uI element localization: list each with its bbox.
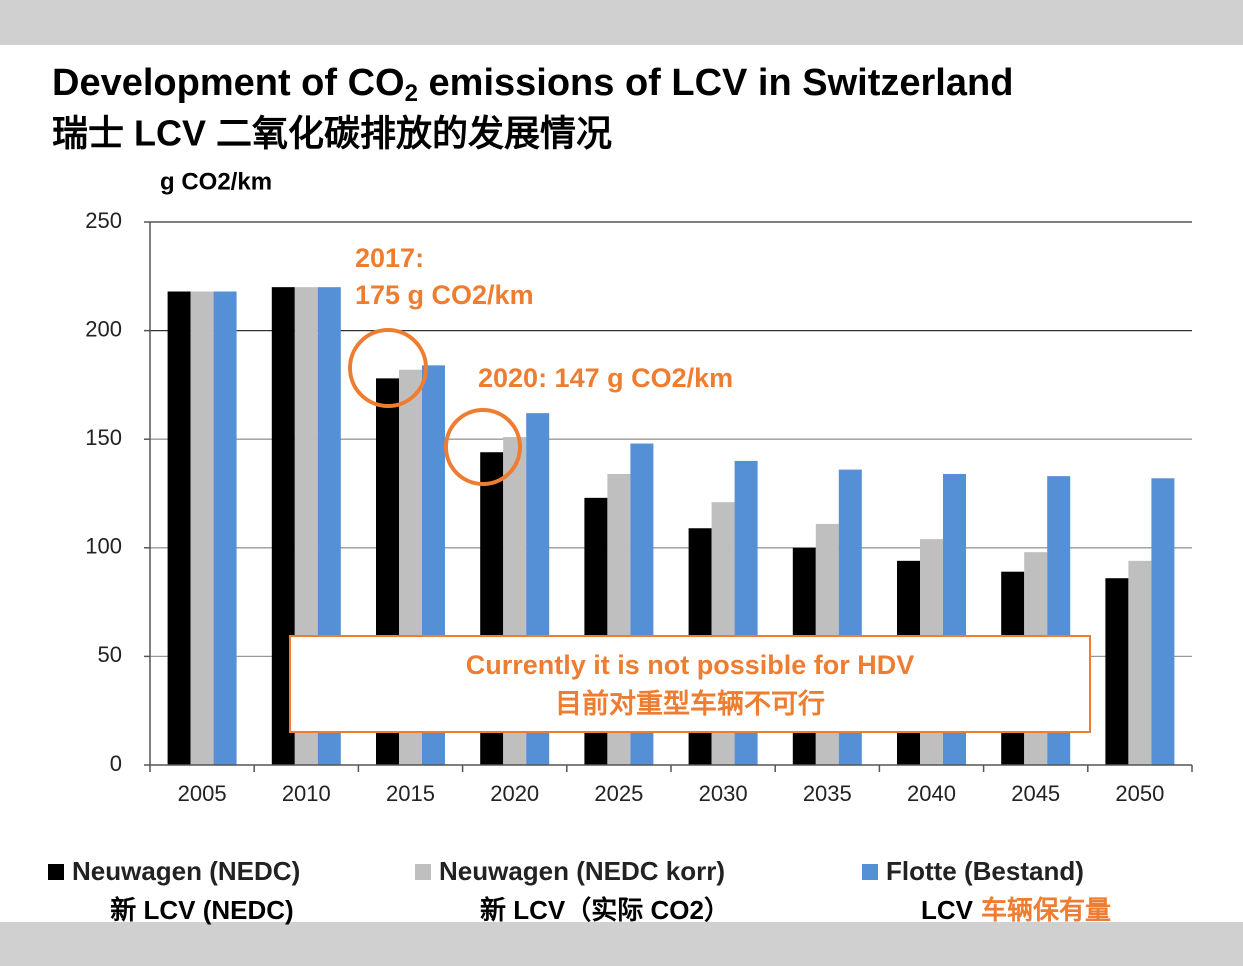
top-band	[0, 0, 1243, 45]
legend-swatch	[415, 864, 431, 880]
x-tick-label: 2050	[1115, 781, 1164, 806]
highlight-circle	[348, 328, 428, 408]
x-tick-label: 2045	[1011, 781, 1060, 806]
y-axis-label: g CO2/km	[160, 168, 272, 195]
bar	[213, 291, 237, 765]
legend-note: 新 LCV (NEDC)	[110, 895, 293, 925]
y-tick-label: 50	[98, 642, 122, 667]
bar	[1151, 478, 1175, 765]
y-tick-label: 250	[85, 208, 122, 233]
legend-note: 新 LCV（实际 CO2）	[480, 895, 730, 925]
legend-note: LCV 车辆保有量	[921, 895, 1111, 925]
legend-label: Flotte (Bestand)	[886, 856, 1084, 886]
bar	[167, 291, 191, 765]
annotation: 175 g CO2/km	[355, 280, 534, 310]
x-tick-label: 2040	[907, 781, 956, 806]
chart-subtitle: 瑞士 LCV 二氧化碳排放的发展情况	[52, 113, 612, 154]
x-tick-label: 2010	[282, 781, 331, 806]
legend-label: Neuwagen (NEDC korr)	[439, 856, 725, 886]
annotation: 2017:	[355, 243, 424, 273]
x-tick-label: 2020	[490, 781, 539, 806]
bar	[1105, 578, 1129, 765]
y-tick-label: 100	[85, 534, 122, 559]
x-tick-label: 2015	[386, 781, 435, 806]
bar	[1128, 560, 1152, 765]
x-tick-label: 2035	[803, 781, 852, 806]
highlight-circle	[444, 408, 522, 486]
x-tick-label: 2030	[699, 781, 748, 806]
bar	[190, 291, 214, 765]
note-box	[289, 635, 1091, 733]
y-tick-label: 150	[85, 425, 122, 450]
legend-swatch	[48, 864, 64, 880]
legend-note-part: 车辆保有量	[981, 895, 1111, 925]
title-sub: 2	[405, 80, 418, 107]
title-part: Development of CO	[52, 62, 405, 104]
note-text: Currently it is not possible for HDV	[466, 650, 915, 680]
bottom-band	[0, 922, 1243, 966]
x-tick-label: 2025	[594, 781, 643, 806]
legend-swatch	[862, 864, 878, 880]
y-tick-label: 200	[85, 316, 122, 341]
y-tick-label: 0	[110, 751, 122, 776]
x-tick-label: 2005	[178, 781, 227, 806]
chart-title: Development of CO2 emissions of LCV in S…	[52, 62, 1013, 107]
title-part: emissions of LCV in Switzerland	[418, 62, 1013, 104]
legend-label: Neuwagen (NEDC)	[72, 856, 300, 886]
annotation: 2020: 147 g CO2/km	[478, 363, 733, 393]
legend: Neuwagen (NEDC) Neuwagen (NEDC korr) Flott…	[48, 856, 1111, 925]
note-text: 目前对重型车辆不可行	[555, 688, 825, 719]
legend-note-part: LCV	[921, 895, 974, 925]
